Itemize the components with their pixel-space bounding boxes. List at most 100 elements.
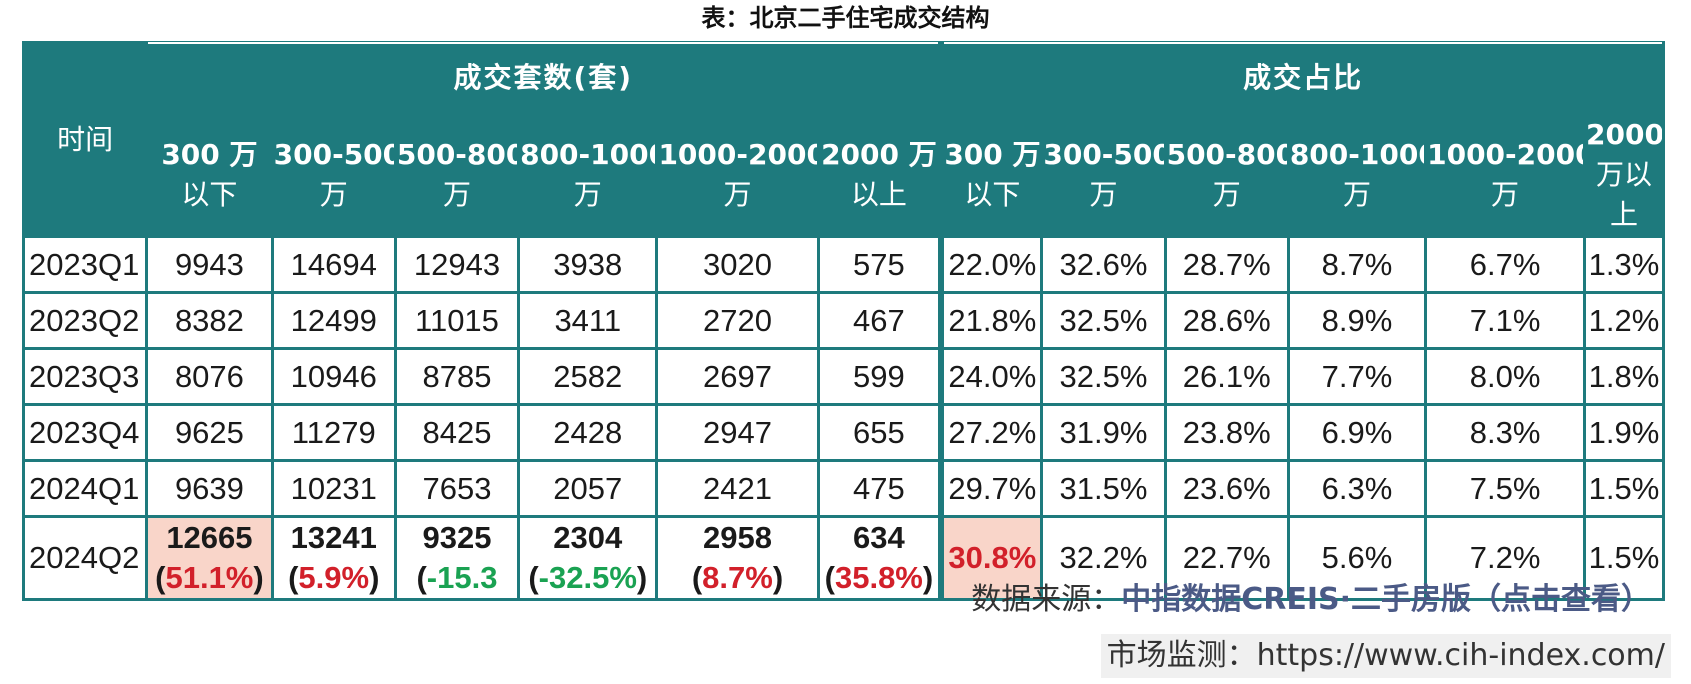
change-value: 51.1% <box>165 560 254 595</box>
count-cell: 2582 <box>517 347 659 406</box>
share-cell: 6.9% <box>1286 403 1428 462</box>
share-cell: 1.2% <box>1583 291 1665 350</box>
share-cell: 1.5% <box>1583 515 1665 601</box>
share-cell: 27.2% <box>939 403 1044 462</box>
count-cell: 10946 <box>270 347 397 406</box>
count-cell: 599 <box>816 347 945 406</box>
count-cell: 655 <box>816 403 945 462</box>
column-header-line: 1000-2000 <box>1427 138 1585 171</box>
data-table-container: 时间 成交套数(套) 成交占比 300 万以下 300-500 万 500-800 万 8… <box>21 41 1666 601</box>
count-cell-with-change: 2304 (-32.5%) <box>517 515 659 601</box>
share-cell: 32.6% <box>1040 235 1167 294</box>
change-close-paren: ) <box>369 560 380 595</box>
count-cell: 3938 <box>517 235 659 294</box>
count-cell: 2057 <box>517 459 659 518</box>
count-cell: 9639 <box>145 459 274 518</box>
share-cell: 31.5% <box>1040 459 1167 518</box>
count-cell-with-change: 13241 (5.9%) <box>270 515 397 601</box>
share-cell: 31.9% <box>1040 403 1167 462</box>
share-column-header: 800-1000 万 <box>1287 112 1428 238</box>
period-cell: 2023Q1 <box>21 235 149 294</box>
share-cell: 7.1% <box>1424 291 1587 350</box>
share-column-header: 2000 万以上 <box>1583 112 1665 238</box>
share-cell: 8.3% <box>1424 403 1587 462</box>
count-cell: 467 <box>816 291 945 350</box>
column-header-line: 万 <box>1212 178 1241 211</box>
share-column-header: 1000-2000 万 <box>1424 112 1587 238</box>
count-cell-with-change: 12665 (51.1%) <box>145 515 274 601</box>
count-cell: 10231 <box>270 459 397 518</box>
count-cell: 475 <box>816 459 945 518</box>
change-open-paren: ( <box>691 560 703 595</box>
share-cell: 8.9% <box>1286 291 1428 350</box>
share-cell: 22.7% <box>1163 515 1290 601</box>
change-close-paren: ) <box>772 560 784 595</box>
share-cell: 8.7% <box>1286 235 1428 294</box>
change-open-paren: ( <box>528 560 539 595</box>
share-cell: 8.0% <box>1424 347 1587 406</box>
count-cell: 12943 <box>393 235 521 294</box>
share-cell: 6.3% <box>1286 459 1428 518</box>
count-value: 13241 <box>290 520 377 555</box>
count-cell: 2421 <box>655 459 820 518</box>
count-value: 12665 <box>166 520 253 555</box>
change-value: 8.7% <box>702 560 773 595</box>
column-header-line: 300 万 <box>944 138 1041 171</box>
change-open-paren: ( <box>155 560 166 595</box>
period-cell: 2023Q2 <box>21 291 149 350</box>
share-cell: 1.8% <box>1583 347 1665 406</box>
column-header-line: 300-500 <box>1043 138 1166 171</box>
share-cell: 32.5% <box>1040 347 1167 406</box>
change-percent: (8.7%) <box>660 558 815 597</box>
period-cell: 2023Q3 <box>21 347 149 406</box>
count-cell: 2947 <box>655 403 820 462</box>
column-header-line: 以下 <box>964 178 1021 211</box>
table-title: 表：北京二手住宅成交结构 <box>701 4 990 32</box>
change-percent: (5.9%) <box>275 558 392 597</box>
count-cell-with-change: 2958 (8.7%) <box>655 515 820 601</box>
count-group-header: 成交套数(套) <box>145 41 945 115</box>
share-cell: 22.0% <box>939 235 1044 294</box>
share-column-header: 500-800 万 <box>1164 112 1290 238</box>
count-cell: 8425 <box>393 403 521 462</box>
time-header: 时间 <box>21 41 149 238</box>
change-percent: (35.8%) <box>821 558 935 597</box>
data-source: 数据来源：中指数据CREIS·二手房版（点击查看） <box>971 578 1651 622</box>
transaction-structure-table: 时间 成交套数(套) 成交占比 300 万以下 300-500 万 500-800 万 8… <box>21 41 1666 601</box>
data-source-link[interactable]: 中指数据CREIS·二手房版（点击查看） <box>1121 582 1651 617</box>
share-cell: 29.7% <box>939 459 1044 518</box>
count-cell-with-change: 634 (35.8%) <box>816 515 945 601</box>
column-header-line: 2000 <box>1586 118 1664 151</box>
column-header-line: 万 <box>1089 178 1118 211</box>
count-cell: 3411 <box>517 291 659 350</box>
change-value: 35.8% <box>834 560 923 595</box>
share-cell: 24.0% <box>939 347 1044 406</box>
table-row: 2024Q1 9639 10231 7653 2057 2421 475 29.7% 31.5%… <box>21 459 1665 518</box>
change-open-paren: ( <box>824 560 835 595</box>
change-percent: (51.1%) <box>150 558 269 597</box>
column-header-line: 以下 <box>181 178 238 211</box>
column-header-line: 800-1000 <box>520 138 657 171</box>
count-cell: 9625 <box>145 403 274 462</box>
column-header-line: 万以 <box>1596 158 1653 191</box>
column-header-line: 万 <box>723 178 752 211</box>
count-column-header: 2000 万以上 <box>817 112 945 238</box>
share-cell: 7.5% <box>1424 459 1587 518</box>
column-header-line: 500-800 <box>396 138 519 171</box>
count-column-header: 300 万以下 <box>145 112 274 238</box>
count-cell: 11279 <box>270 403 397 462</box>
change-close-paren: ) <box>253 560 264 595</box>
column-header-line: 万 <box>319 178 348 211</box>
change-value: -15.3 <box>426 560 498 595</box>
period-cell: 2024Q1 <box>21 459 149 518</box>
count-column-header: 300-500 万 <box>271 112 397 238</box>
share-column-header: 300 万以下 <box>940 112 1044 238</box>
count-cell-with-change: 9325 (-15.3 <box>393 515 521 601</box>
count-cell: 575 <box>816 235 945 294</box>
table-row: 2023Q3 8076 10946 8785 2582 2697 599 24.0% 32.5%… <box>21 347 1665 406</box>
table-row-latest: 2024Q2 12665 (51.1%) 13241 (5.9%) 9325 (-15.3 2… <box>21 515 1665 601</box>
market-monitor-url[interactable]: 市场监测：https://www.cih-index.com/ <box>1100 634 1671 678</box>
column-header-line: 300 万 <box>161 138 258 171</box>
share-cell: 23.6% <box>1163 459 1290 518</box>
table-row: 2023Q4 9625 11279 8425 2428 2947 655 27.2% 31.9%… <box>21 403 1665 462</box>
